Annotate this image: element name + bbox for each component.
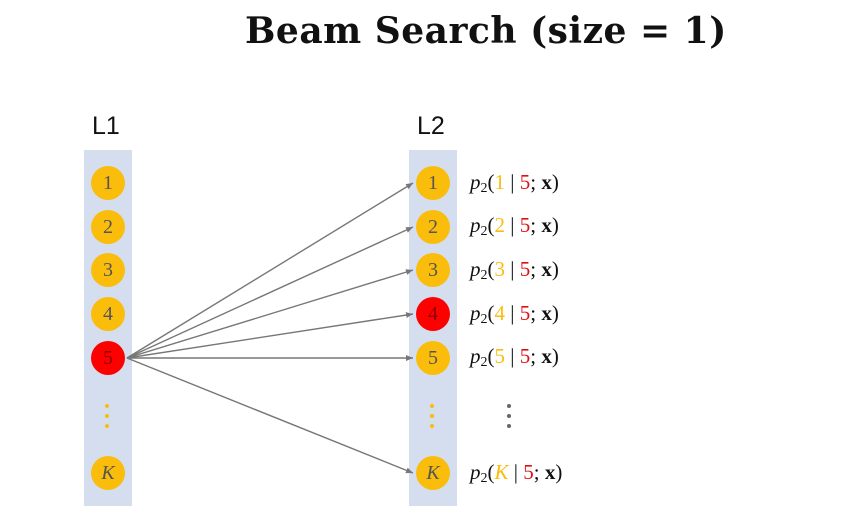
arrow-to-l2-node-1 xyxy=(126,182,414,359)
diagram-title: Beam Search (size = 1) xyxy=(245,10,727,52)
l2-node-k: K xyxy=(416,456,450,490)
arrow-to-l2-node-4 xyxy=(126,312,414,359)
l1-node-k: K xyxy=(91,456,125,490)
l1-node-1: 1 xyxy=(91,166,125,200)
prob-label-5: p2(5 | 5; x) xyxy=(470,344,559,370)
arrow-to-l2-node-2 xyxy=(126,226,414,359)
l1-node-4: 4 xyxy=(91,297,125,331)
prob-label-1: p2(1 | 5; x) xyxy=(470,170,559,196)
l1-node-2: 2 xyxy=(91,210,125,244)
l1-node-3: 3 xyxy=(91,253,125,287)
l2-label: L2 xyxy=(417,112,445,140)
l2-ellipsis xyxy=(430,404,436,428)
l2-node-5: 5 xyxy=(416,341,450,375)
l1-node-5-selected: 5 xyxy=(91,341,125,375)
arrow-to-l2-node-3 xyxy=(126,269,414,359)
prob-ellipsis xyxy=(507,404,513,428)
prob-label-k: p2(K | 5; x) xyxy=(470,460,563,486)
l1-ellipsis xyxy=(105,404,111,428)
l1-label: L1 xyxy=(92,112,120,140)
l2-node-1: 1 xyxy=(416,166,450,200)
l2-node-2: 2 xyxy=(416,210,450,244)
arrow-to-l2-node-k xyxy=(126,357,414,474)
prob-label-4: p2(4 | 5; x) xyxy=(470,301,559,327)
prob-label-3: p2(3 | 5; x) xyxy=(470,257,559,283)
prob-label-2: p2(2 | 5; x) xyxy=(470,213,559,239)
l2-node-3: 3 xyxy=(416,253,450,287)
l2-node-4-selected: 4 xyxy=(416,297,450,331)
